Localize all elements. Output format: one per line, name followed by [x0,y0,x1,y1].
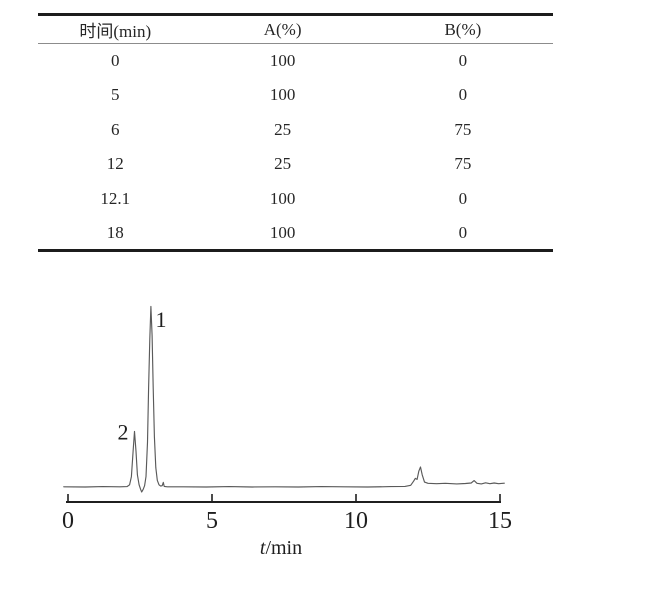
table-cell: 75 [454,119,472,139]
x-tick-label: 5 [206,508,218,534]
table-cell: 0 [111,51,120,70]
chromatogram-trace [63,305,505,493]
table-cell: 0 [458,85,468,105]
table-cell: 0 [458,222,468,242]
x-tick-label: 10 [344,508,368,534]
gradient-table: 时间(min) A(%) B(%) 0 100 0 5 100 0 6 25 75 12 25 75 12.… [38,13,553,252]
table-cell: 5 [111,85,120,105]
table-row: 6 25 75 [38,113,553,148]
table-cell: 100 [269,51,296,70]
gradient-table-header: 时间(min) A(%) B(%) [38,15,553,44]
table-cell: 100 [269,188,296,208]
table-cell: 0 [458,51,468,70]
x-tick-label: 15 [488,508,512,534]
table-cell: 0 [458,188,468,208]
table-cell: 25 [274,154,292,174]
table-cell: 6 [111,119,120,139]
table-cell: 12 [106,154,124,174]
table-cell: 12.1 [100,188,131,208]
gradient-table-body: 0 100 0 5 100 0 6 25 75 12 25 75 12.1 100 0 18 100 0 [38,44,553,251]
table-cell: 100 [269,85,296,105]
header-row: 时间(min) A(%) B(%) [38,15,553,44]
header-cell: 时间(min) [79,22,152,41]
table-row: 12.1 100 0 [38,182,553,217]
table-row: 18 100 0 [38,216,553,251]
table-row: 0 100 0 [38,44,553,79]
peak-label-1: 1 [155,307,166,332]
table-cell: 18 [106,222,124,242]
header-cell: B(%) [444,19,482,39]
table-row: 5 100 0 [38,78,553,113]
table-cell: 25 [274,119,292,139]
x-tick-label: 0 [62,508,74,534]
table-cell: 100 [269,222,296,242]
peak-label-2: 2 [118,419,129,444]
header-cell: A(%) [263,19,302,39]
x-axis-label: t/min [260,537,302,559]
table-cell: 75 [454,154,472,174]
table-row: 12 25 75 [38,147,553,182]
